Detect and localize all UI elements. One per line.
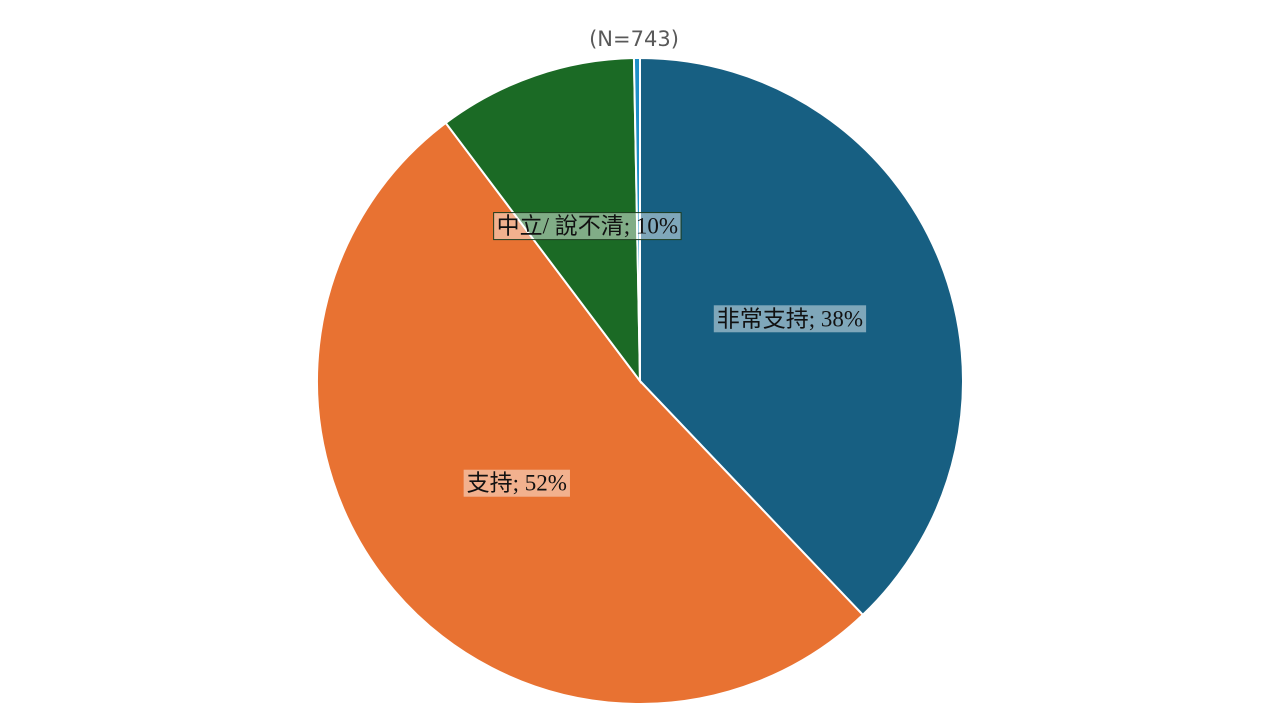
pie-slice [632, 56, 641, 382]
pie-slice [316, 121, 865, 705]
data-label-box [493, 212, 682, 241]
pie-slice [444, 57, 642, 385]
data-label-box [463, 469, 570, 497]
data-label-text: 非常支持; 38% [717, 306, 863, 331]
data-label: 中立/ 說不清; 10% [493, 212, 682, 241]
data-label-box [713, 305, 867, 333]
chart-subtitle: (N=743) [589, 27, 679, 51]
data-label-text: 支持; 52% [467, 471, 567, 496]
data-label: 非常支持; 38% [713, 305, 867, 333]
data-label: 支持; 52% [463, 469, 570, 497]
data-label-text: 中立/ 說不清; 10% [497, 214, 678, 239]
pie-slice [639, 56, 964, 617]
